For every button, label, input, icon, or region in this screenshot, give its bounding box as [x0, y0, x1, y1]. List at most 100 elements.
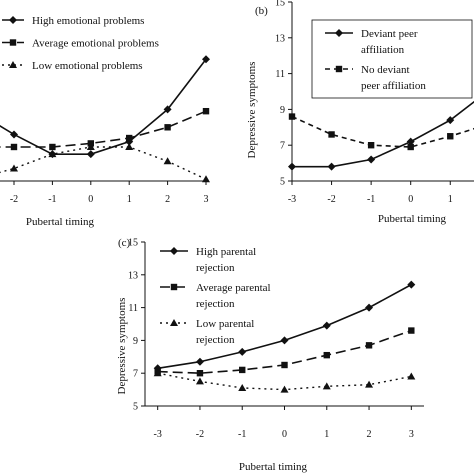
- data-point: [10, 164, 18, 172]
- data-point: [10, 143, 18, 151]
- data-point: [365, 380, 374, 388]
- data-point: [288, 162, 296, 171]
- data-point: [202, 175, 210, 183]
- legend-box: [311, 19, 473, 99]
- data-point: [281, 361, 288, 369]
- data-point: [86, 142, 95, 150]
- x-tick-label: 3: [204, 194, 209, 205]
- x-tick-label: 1: [127, 194, 132, 205]
- panel-label: (b): [255, 5, 268, 17]
- data-point: [408, 327, 415, 334]
- legend-label: No deviant peer affiliation: [361, 64, 426, 92]
- legend-label-line: Deviant peer: [361, 28, 418, 40]
- data-point: [238, 347, 247, 356]
- x-axis-title: Pubertal timing: [26, 216, 95, 228]
- x-tick-label: 0: [282, 429, 287, 440]
- data-point: [447, 133, 454, 140]
- data-point: [125, 142, 134, 150]
- x-tick-label: -1: [367, 194, 375, 205]
- y-tick-label: 7: [280, 141, 285, 152]
- legend-label: Low emotional problems: [32, 60, 143, 72]
- x-tick-label: 1: [448, 194, 453, 205]
- legend-label: Average parental rejection: [196, 282, 271, 310]
- data-point: [367, 142, 375, 149]
- y-tick-label: 5: [280, 177, 285, 188]
- legend-label-line: affiliation: [361, 44, 405, 56]
- data-point: [49, 143, 56, 151]
- legend-marker: [170, 319, 178, 326]
- data-point: [202, 107, 210, 115]
- panel-c: 5 7 9 11 13 15 -3 -2 -1 0 1 2 3 Pubertal timing Depres…: [116, 237, 424, 473]
- y-tick-label: 7: [133, 369, 138, 380]
- x-tick-label: -2: [327, 194, 335, 205]
- legend-label-line: No deviant: [361, 64, 410, 76]
- x-axis-title: Pubertal timing: [239, 461, 308, 473]
- x-tick-label: -1: [238, 429, 246, 440]
- legend-marker: [335, 65, 343, 73]
- y-tick-label: 11: [128, 303, 138, 314]
- legend-marker: [9, 61, 17, 68]
- data-point: [367, 155, 376, 164]
- legend-label-line: Average parental: [196, 282, 271, 294]
- legend-label-line: Low parental: [196, 318, 254, 330]
- data-point: [327, 162, 336, 171]
- data-point: [126, 134, 133, 142]
- legend-marker: [170, 247, 178, 255]
- x-tick-label: 0: [408, 194, 413, 205]
- y-tick-label: 13: [128, 270, 138, 281]
- legend-label: Average emotional problems: [32, 38, 159, 50]
- x-tick-label: 1: [324, 429, 329, 440]
- data-point: [239, 366, 246, 374]
- y-axis-title: Depressive symptoms: [116, 298, 128, 395]
- legend-label-line: High parental: [196, 246, 256, 258]
- x-tick-label: -2: [196, 429, 204, 440]
- legend-label-line: peer affiliation: [361, 80, 426, 92]
- data-point: [164, 124, 171, 131]
- panel-label: (c): [118, 237, 131, 249]
- data-point: [328, 131, 335, 138]
- data-point: [238, 383, 247, 391]
- y-tick-label: 5: [133, 402, 138, 413]
- data-point: [163, 157, 172, 165]
- legend-label-line: rejection: [196, 298, 235, 310]
- y-tick-label: 9: [133, 336, 138, 347]
- legend-label-line: rejection: [196, 262, 235, 274]
- data-point: [48, 150, 57, 158]
- data-point: [323, 351, 330, 359]
- legend-marker: [170, 283, 178, 291]
- data-point: [446, 116, 455, 125]
- data-point: [407, 280, 416, 289]
- series-line-3: [0, 146, 207, 180]
- panel-a: -2 -1 0 1 2 3 Pubertal timing High emotional pr…: [0, 15, 210, 228]
- x-tick-label: -2: [10, 194, 18, 205]
- x-axis-title: Pubertal timing: [378, 213, 447, 225]
- data-point: [280, 385, 289, 393]
- x-tick-label: 2: [367, 429, 372, 440]
- data-point: [196, 370, 204, 377]
- data-point: [195, 377, 204, 385]
- x-tick-label: -1: [48, 194, 56, 205]
- x-tick-label: 2: [165, 194, 170, 205]
- data-point: [365, 342, 373, 349]
- legend-label: Low parental rejection: [196, 318, 254, 346]
- data-point: [322, 321, 331, 330]
- y-tick-label: 9: [280, 105, 285, 116]
- data-point: [406, 137, 415, 146]
- data-point: [202, 55, 210, 64]
- y-tick-label: 13: [275, 33, 285, 44]
- data-point: [10, 130, 18, 139]
- series-line-1: [0, 58, 207, 155]
- y-axis-title: Depressive symptoms: [246, 62, 258, 159]
- legend-marker: [9, 39, 17, 46]
- legend-label-line: rejection: [196, 334, 235, 346]
- x-tick-label: 3: [409, 429, 414, 440]
- series-line-2: [291, 115, 474, 148]
- x-tick-label: -3: [154, 429, 162, 440]
- series-line-1: [292, 100, 474, 168]
- x-tick-label: -3: [288, 194, 296, 205]
- data-point: [86, 150, 95, 159]
- y-tick-label: 15: [275, 0, 285, 9]
- series-line-2: [0, 110, 207, 148]
- legend-marker: [9, 16, 17, 24]
